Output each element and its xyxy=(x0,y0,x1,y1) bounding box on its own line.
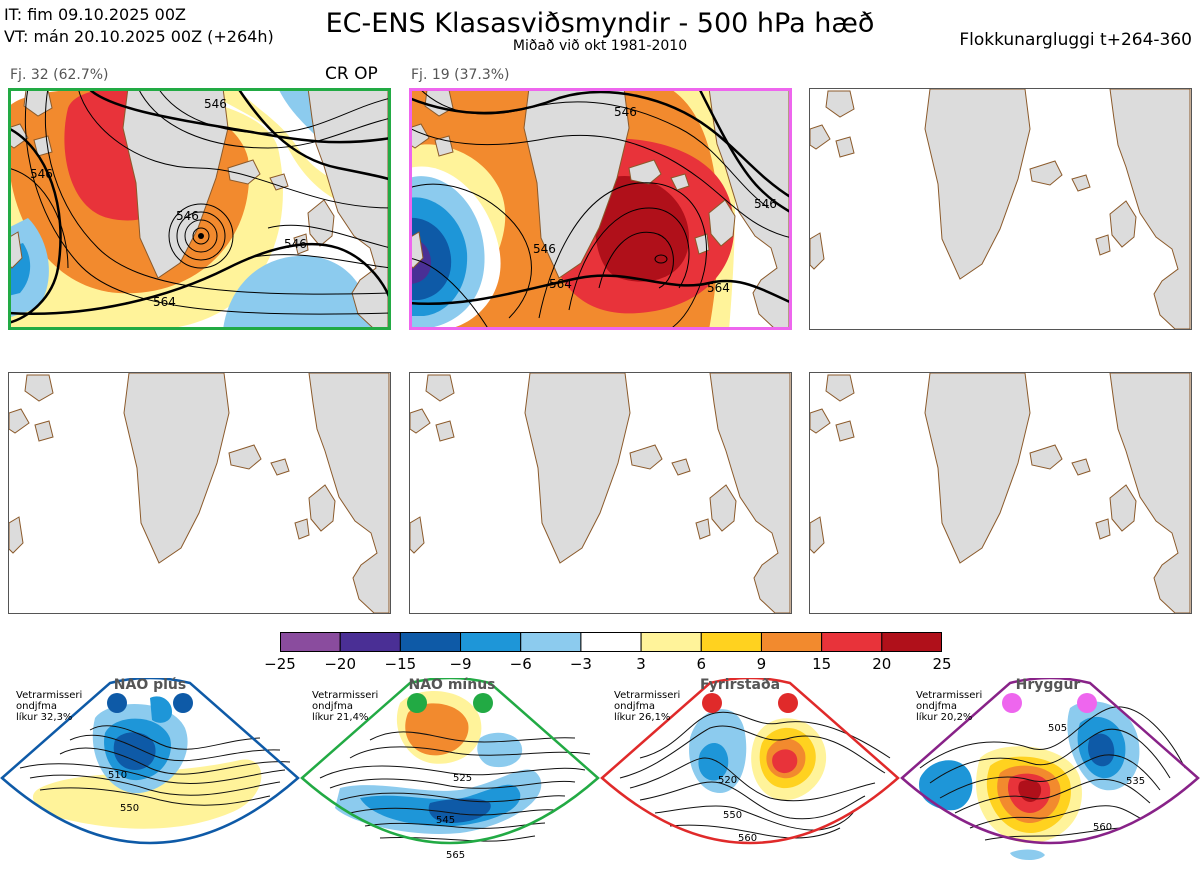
regime-prob: Vetrarmisseri ondjfma líkur 20,2% xyxy=(916,690,983,723)
cluster-map-4[interactable] xyxy=(8,372,391,614)
regime-ridge: 505 535 560 xyxy=(900,676,1200,861)
contour-label: 564 xyxy=(707,281,730,295)
regime-contour-label: 505 xyxy=(1048,723,1067,734)
contour-label: 546 xyxy=(176,209,199,223)
colorbar-tick-label: 25 xyxy=(932,655,952,673)
colorbar-segment xyxy=(460,631,522,653)
contour-label: 546 xyxy=(754,197,777,211)
colorbar-tick-label: −9 xyxy=(449,655,472,673)
header-info: IT: fim 09.10.2025 00Z VT: mán 20.10.202… xyxy=(4,4,274,48)
regime-title: Fyrirstaða xyxy=(699,677,781,693)
colorbar-segment xyxy=(399,631,462,653)
regime-prob: Vetrarmisseri ondjfma líkur 21,4% xyxy=(312,690,379,723)
panel-1-label: Fj. 32 (62.7%) xyxy=(10,67,109,83)
regime-title: NAO mínus xyxy=(408,677,496,693)
regime-prob: Vetrarmisseri ondjfma líkur 26,1% xyxy=(614,690,681,723)
regime-nao-minus: 525 545 565 xyxy=(300,676,600,861)
page-subtitle: Miðað við okt 1981-2010 xyxy=(512,38,688,54)
colorbar-tick-label: −6 xyxy=(509,655,532,673)
regime-contour-label: 550 xyxy=(723,810,742,821)
colorbar-tick-label: −15 xyxy=(384,655,417,673)
cluster-map-2[interactable]: 546 546 546 564 564 xyxy=(409,88,792,330)
regime-contour-label: 550 xyxy=(120,803,139,814)
colorbar-tick-label: −25 xyxy=(264,655,296,673)
regime-contour-label: 510 xyxy=(108,770,127,781)
page-title: EC-ENS Klasasviðsmyndir - 500 hPa hæð xyxy=(325,8,875,39)
regime-contour-label: 565 xyxy=(446,850,465,861)
contour-label: 564 xyxy=(153,295,176,309)
valid-time: VT: mán 20.10.2025 00Z (+264h) xyxy=(4,27,274,46)
colorbar-tick-label: −3 xyxy=(569,655,592,673)
classification-window: Flokkunargluggi t+264-360 xyxy=(959,30,1192,50)
cluster-map-3[interactable] xyxy=(809,88,1192,330)
regime-title: NAO plús xyxy=(113,677,187,693)
initial-time: IT: fim 09.10.2025 00Z xyxy=(4,5,186,24)
contour-label: 546 xyxy=(30,167,53,181)
cluster-map-6[interactable] xyxy=(809,372,1192,614)
colorbar-segment xyxy=(700,631,762,653)
colorbar-frame xyxy=(280,632,942,652)
cluster-map-5[interactable] xyxy=(409,372,792,614)
contour-label: 546 xyxy=(533,242,556,256)
colorbar-tick-label: 9 xyxy=(756,655,767,673)
regime-nao-plus: 510 550 xyxy=(0,676,300,845)
regime-contour-label: 535 xyxy=(1126,776,1145,787)
colorbar xyxy=(279,631,943,653)
colorbar-tick-label: 6 xyxy=(696,655,707,673)
regime-contour-label: 545 xyxy=(436,815,455,826)
regime-blocking: 520 550 560 xyxy=(600,676,900,845)
colorbar-segment xyxy=(881,631,943,653)
contour-label: 546 xyxy=(204,97,227,111)
regime-title: Hryggur xyxy=(1015,677,1081,693)
panel-2-border xyxy=(409,88,792,330)
colorbar-segment xyxy=(821,631,883,653)
colorbar-tick-label: 20 xyxy=(872,655,892,673)
regime-prob: Vetrarmisseri ondjfma líkur 32,3% xyxy=(16,690,83,723)
regime-contour-label: 525 xyxy=(453,773,472,784)
colorbar-segment xyxy=(640,631,702,653)
panel-1-marker: CR OP xyxy=(325,64,378,84)
regime-contour-label: 560 xyxy=(1093,822,1112,833)
cluster-map-1[interactable]: 546 546 546 546 564 xyxy=(8,88,391,330)
contour-label: 546 xyxy=(284,237,307,251)
colorbar-tick-label: −20 xyxy=(324,655,356,673)
regime-contour-label: 520 xyxy=(718,775,737,786)
colorbar-segment xyxy=(760,631,823,653)
panel-2-label: Fj. 19 (37.3%) xyxy=(411,67,510,83)
colorbar-segment xyxy=(279,631,341,653)
colorbar-segment xyxy=(339,631,401,653)
colorbar-segment xyxy=(580,631,642,653)
colorbar-tick-label: 15 xyxy=(812,655,832,673)
colorbar-tick-label: 3 xyxy=(636,655,646,673)
panel-1-border xyxy=(8,88,391,330)
contour-label: 564 xyxy=(549,277,572,291)
colorbar-segment xyxy=(520,631,582,653)
regime-row: 510 550 xyxy=(0,676,1200,871)
regime-contour-label: 560 xyxy=(738,833,757,844)
contour-label: 546 xyxy=(614,105,637,119)
